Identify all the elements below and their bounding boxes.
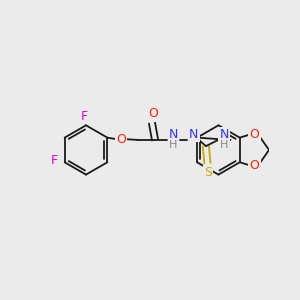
Text: S: S (204, 166, 212, 179)
Text: F: F (81, 110, 88, 123)
Text: O: O (250, 159, 259, 172)
Text: O: O (148, 107, 158, 120)
Text: O: O (250, 128, 259, 141)
Text: F: F (50, 154, 57, 167)
Text: N: N (189, 128, 198, 141)
Text: H: H (169, 140, 178, 150)
Text: H: H (220, 140, 229, 150)
Text: N: N (169, 128, 178, 141)
Text: O: O (116, 133, 126, 146)
Text: N: N (220, 128, 229, 141)
